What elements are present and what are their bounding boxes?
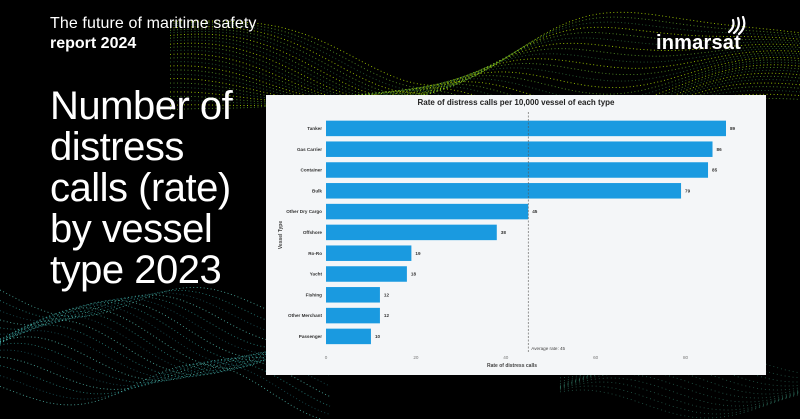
report-title-line1: The future of maritime safety (50, 15, 257, 32)
x-tick-label: 0 (325, 355, 328, 360)
x-tick-label: 80 (683, 355, 689, 360)
chart-title: Rate of distress calls per 10,000 vessel… (418, 98, 616, 107)
bar (326, 224, 497, 241)
category-label: Fishing (306, 292, 323, 297)
category-label: Gas Carrier (297, 147, 322, 152)
headline-line: by vessel (50, 207, 213, 251)
bar-chart: Rate of distress calls per 10,000 vessel… (278, 98, 736, 369)
report-title-line2: report 2024 (50, 35, 137, 52)
headline-line: Number of (50, 84, 233, 128)
bar (326, 328, 371, 345)
data-label: 86 (717, 147, 723, 152)
data-label: 89 (730, 126, 736, 131)
x-tick-label: 20 (413, 355, 419, 360)
data-label: 19 (415, 251, 421, 256)
bar (326, 287, 380, 303)
data-label: 79 (685, 188, 691, 193)
category-label: Passenger (299, 334, 322, 339)
headline: Number of distress calls (rate) by vesse… (50, 86, 250, 291)
category-label: Other Merchant (288, 313, 322, 318)
report-title: The future of maritime safety report 202… (50, 14, 257, 54)
headline-line: type 2023 (50, 248, 222, 292)
data-label: 38 (501, 230, 507, 235)
y-axis-title: Vessel Type (278, 221, 284, 249)
brand-logo: inmarsat (656, 32, 741, 54)
bar (326, 307, 380, 324)
bar (326, 162, 709, 178)
bar (326, 203, 529, 220)
headline-line: calls (rate) (50, 166, 231, 210)
x-axis-title: Rate of distress calls (487, 363, 537, 369)
bar (326, 245, 412, 261)
category-label: Tanker (307, 126, 322, 131)
bar-series: Tanker 89 Gas Carrier 86 Container 85 Bulk 79 Ot… (286, 112, 736, 360)
data-label: 45 (532, 209, 538, 214)
category-label: Yacht (310, 272, 323, 277)
x-tick-label: 40 (503, 355, 509, 360)
category-label: Offshore (303, 230, 323, 235)
headline-line: distress (50, 125, 184, 169)
bar (326, 120, 726, 137)
data-label: 10 (375, 334, 381, 339)
average-reference-label: Average rate: 45 (531, 346, 565, 351)
category-label: Container (301, 168, 323, 173)
data-label: 18 (411, 272, 417, 277)
data-label: 12 (384, 292, 390, 297)
data-label: 12 (384, 313, 390, 318)
x-tick-label: 60 (593, 355, 599, 360)
bar (326, 141, 713, 157)
bar (326, 183, 682, 199)
data-label: 85 (712, 168, 718, 173)
broadcast-waves-icon (727, 16, 746, 36)
category-label: Other Dry Cargo (286, 209, 322, 214)
bar (326, 266, 407, 282)
category-label: Ro-Ro (308, 251, 322, 256)
chart-panel: Rate of distress calls per 10,000 vessel… (266, 95, 766, 375)
category-label: Bulk (312, 188, 322, 193)
